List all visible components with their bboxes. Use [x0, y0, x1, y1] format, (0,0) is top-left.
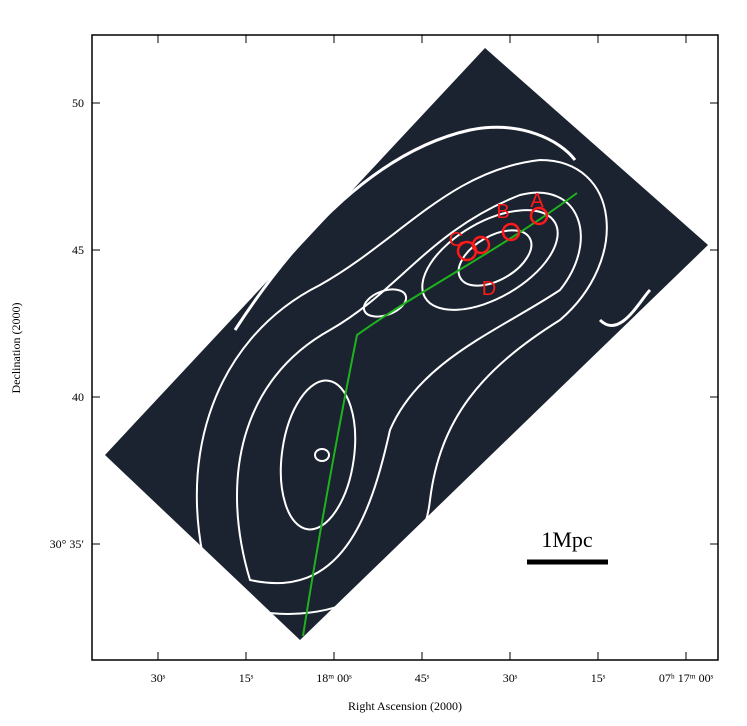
label: A — [530, 190, 544, 212]
x-tick-label: 15ˢ — [591, 671, 606, 685]
y-tick-label: 40 — [72, 390, 84, 404]
label: D — [482, 278, 496, 300]
sky-image: A B C D — [105, 48, 708, 640]
label: C — [449, 229, 463, 251]
x-tick-label: 45ˢ — [415, 671, 430, 685]
markers — [456, 206, 549, 262]
x-tick-label: 15ˢ — [239, 671, 254, 685]
y-tick-label: 45 — [72, 243, 84, 257]
x-tick-label: 30ˢ — [503, 671, 518, 685]
contours — [195, 125, 652, 615]
x-tick-label: 30ˢ — [151, 671, 166, 685]
x-tick-label: 18ᵐ 00ˢ — [316, 671, 352, 685]
axis-line — [302, 192, 578, 637]
y-axis-title: Declination (2000) — [9, 303, 23, 394]
label: B — [496, 201, 509, 223]
y-tick-label: 30° 35′ — [50, 537, 85, 551]
y-tick-label: 50 — [72, 96, 84, 110]
x-tick-label: 07ʰ 17ᵐ 00ˢ — [659, 671, 714, 685]
ticks: 30ˢ 15ˢ 18ᵐ 00ˢ 45ˢ 30ˢ 15ˢ 07ʰ 17ᵐ 00ˢ 50 45 40 3… — [50, 35, 718, 685]
x-axis-title: Right Ascension (2000) — [348, 699, 462, 713]
scale-label: 1Mpc — [541, 527, 593, 552]
